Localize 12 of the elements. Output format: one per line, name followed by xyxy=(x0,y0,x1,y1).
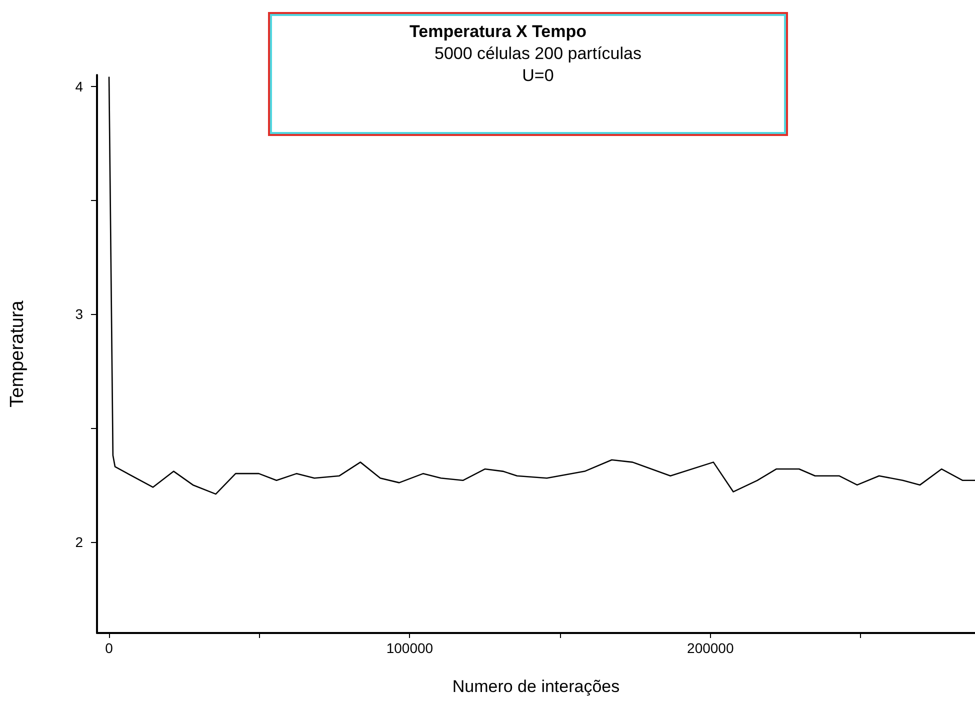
y-axis-title: Temperatura xyxy=(7,300,28,408)
title-frame: Temperatura X Tempo 5000 células 200 partículas U=0 xyxy=(268,12,788,136)
y-tick-label: 3 xyxy=(75,306,84,322)
x-tick-label: 200000 xyxy=(687,640,734,656)
y-tick-label: 4 xyxy=(75,78,84,94)
chart-title: Temperatura X Tempo xyxy=(408,22,588,42)
x-tick-label: 100000 xyxy=(386,640,434,656)
x-axis-title: Numero de interações xyxy=(452,677,620,696)
x-tick-label: 0 xyxy=(105,640,114,656)
chart-subtitle: 5000 células 200 partículas xyxy=(434,44,642,64)
y-tick-label: 2 xyxy=(75,534,84,550)
annotation: U=0 xyxy=(521,66,555,86)
